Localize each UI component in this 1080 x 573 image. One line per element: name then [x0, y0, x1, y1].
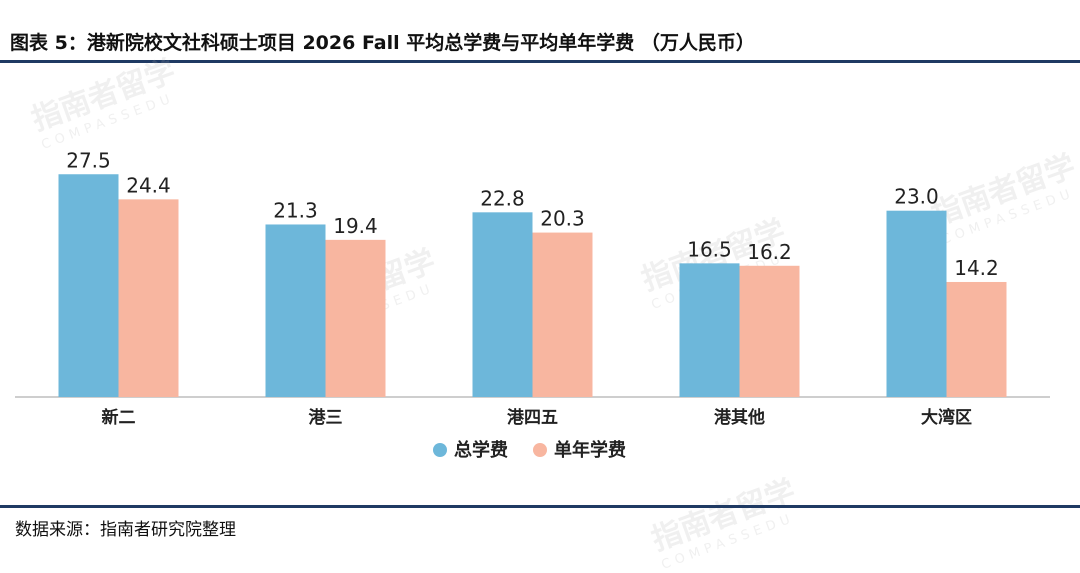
source-note: 数据来源：指南者研究院整理 [15, 520, 236, 540]
data-label: 24.4 [126, 173, 171, 197]
bar-annual-4 [946, 281, 1007, 397]
legend-marker [533, 443, 547, 457]
bar-annual-3 [739, 265, 800, 397]
bar-total-1 [265, 224, 326, 397]
bar-annual-0 [118, 199, 179, 397]
data-label: 27.5 [66, 148, 111, 172]
bar-total-4 [886, 210, 947, 397]
data-label: 19.4 [333, 214, 378, 238]
bar-chart: 27.5 24.4 新二 21.3 19.4 港三 22.8 20.3 港四五 16.5 16.2 港… [15, 148, 1050, 461]
data-label: 16.5 [687, 237, 732, 261]
bar-annual-1 [325, 239, 386, 397]
bottom-rule [0, 505, 1080, 508]
legend-label: 单年学费 [554, 439, 626, 461]
data-label: 14.2 [954, 256, 999, 280]
category-label: 港四五 [507, 407, 558, 428]
bar-total-3 [679, 263, 740, 397]
data-label: 23.0 [894, 185, 939, 209]
category-label: 港三 [309, 407, 343, 428]
data-label: 20.3 [540, 207, 585, 231]
legend-marker [433, 443, 447, 457]
data-label: 22.8 [480, 186, 525, 210]
data-label: 16.2 [747, 240, 792, 264]
bar-annual-2 [532, 232, 593, 397]
chart-title: 图表 5：港新院校文社科硕士项目 2026 Fall 平均总学费与平均单年学费 … [10, 32, 755, 54]
data-label: 21.3 [273, 198, 318, 222]
category-label: 港其他 [714, 407, 765, 428]
legend-label: 总学费 [454, 439, 508, 461]
top-rule [0, 60, 1080, 63]
bar-total-2 [472, 212, 533, 397]
category-label: 大湾区 [921, 407, 972, 428]
category-label: 新二 [102, 407, 136, 428]
bar-total-0 [58, 174, 119, 397]
